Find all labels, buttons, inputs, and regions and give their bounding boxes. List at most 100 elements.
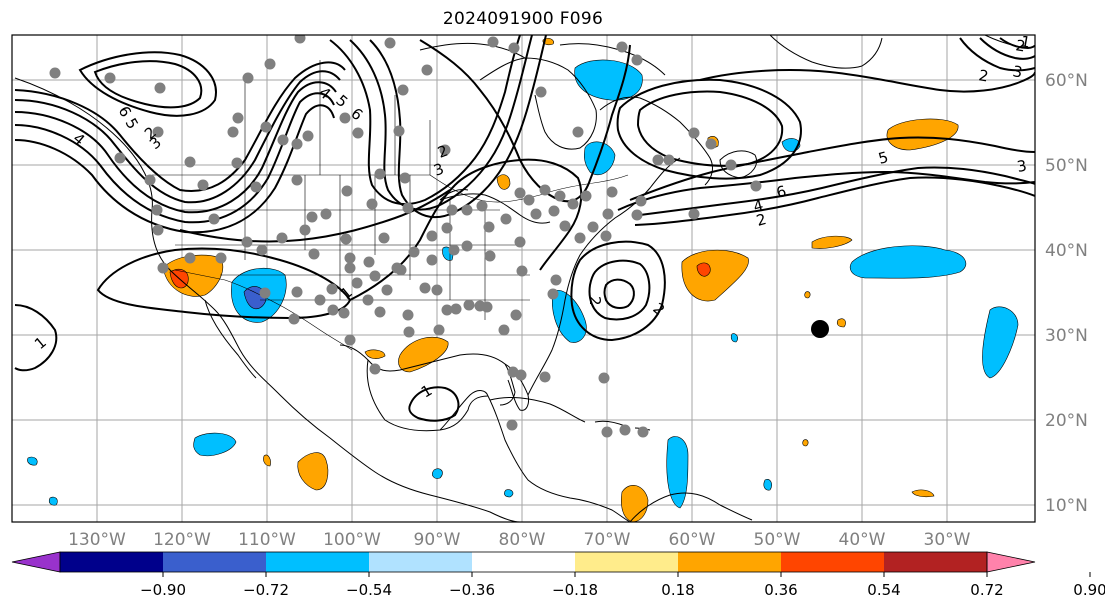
station-dot — [344, 334, 356, 346]
negative-anomaly-small-5 — [763, 479, 772, 491]
contour-north-atlantic-3 — [639, 166, 1035, 216]
contour-mid-2 — [349, 158, 583, 301]
station-dot — [276, 232, 288, 244]
contour-west-3 — [14, 81, 337, 214]
station-dot — [344, 262, 356, 274]
contour-label: 6 — [774, 182, 788, 202]
station-dot — [547, 288, 559, 300]
station-dot — [587, 221, 599, 233]
station-dot — [291, 138, 303, 150]
station-dot — [450, 303, 462, 315]
longitude-label: 130°W — [68, 530, 126, 550]
mexico-gulf-coast — [366, 359, 489, 432]
colorbar-tick-label: 0.72 — [970, 581, 1003, 599]
station-dot — [154, 82, 166, 94]
station-dot — [184, 156, 196, 168]
station-dot — [402, 309, 414, 321]
station-dot — [184, 252, 196, 264]
station-dot — [294, 35, 306, 44]
station-dot — [308, 248, 320, 260]
station-dot — [500, 213, 512, 225]
colorbar-frame — [59, 551, 988, 573]
station-dot — [487, 36, 499, 48]
station-dot — [363, 256, 375, 268]
colorbar: −0.90 −0.72 −0.54 −0.36 −0.18 0.18 0.36 0.54 0.7… — [11, 551, 1105, 599]
contour-north-atlantic-2 — [629, 136, 1035, 201]
contour-upper-right-2 — [979, 37, 1035, 60]
contour-atlantic-loop-3 — [603, 278, 635, 309]
yucatan — [439, 390, 489, 431]
colorbar-tick-label: 0.90 — [1073, 581, 1105, 599]
station-dot — [369, 270, 381, 282]
colorbar-tick-label: −0.54 — [346, 581, 392, 599]
negative-anomaly-small-4 — [432, 468, 443, 479]
station-dot — [381, 284, 393, 296]
station-dot — [215, 252, 227, 264]
station-dot — [397, 84, 409, 96]
contour-atlantic-loop-2 — [588, 259, 651, 321]
greenland — [769, 35, 883, 69]
negative-anomaly-east-coast — [551, 290, 587, 343]
station-dot — [554, 190, 566, 202]
positive-anomaly-small-5 — [804, 291, 811, 299]
station-dot — [49, 67, 61, 79]
station-dot — [510, 309, 522, 321]
map-title: 2024091900 F096 — [442, 9, 604, 29]
negative-anomaly-east-atlantic — [982, 306, 1019, 379]
station-dot — [600, 230, 612, 242]
longitude-label: 30°W — [924, 530, 971, 550]
colorbar-segment — [781, 552, 885, 572]
station-dot — [631, 54, 643, 66]
station-dot — [393, 125, 405, 137]
latitude-label: 20°N — [1045, 411, 1088, 431]
contour-mid-1 — [179, 189, 451, 243]
station-dot — [340, 233, 352, 245]
contour-gulf-loop — [408, 386, 460, 422]
us-mexico-border — [174, 269, 353, 351]
colorbar-tick-label: −0.90 — [140, 581, 186, 599]
positive-anomaly-small-1 — [263, 454, 271, 467]
station-dot — [227, 126, 239, 138]
station-dot — [616, 41, 628, 53]
latitude-label: 10°N — [1045, 496, 1088, 516]
newfoundland — [719, 150, 757, 179]
negative-anomaly-small-1 — [27, 456, 38, 466]
station-dot — [461, 240, 473, 252]
station-dot — [539, 184, 551, 196]
colorbar-tick-label: −0.72 — [243, 581, 289, 599]
station-dot — [606, 186, 618, 198]
longitude-label: 100°W — [323, 530, 381, 550]
station-dot — [299, 224, 311, 236]
station-dot — [567, 198, 579, 210]
contour-north-atlantic-4 — [634, 176, 1035, 226]
station-dot — [384, 37, 396, 49]
colorbar-extend-max — [986, 551, 1036, 573]
station-dot — [320, 208, 332, 220]
positive-anomaly-venezuela — [621, 485, 649, 522]
station-dot — [602, 208, 614, 220]
contour-label: 4 — [751, 196, 765, 216]
station-dot — [439, 144, 451, 156]
station-dot — [598, 372, 610, 384]
contour-label: 2 — [754, 210, 768, 230]
contour-upper-loop-1 — [78, 51, 217, 117]
station-dot — [152, 224, 164, 236]
station-dot — [114, 152, 126, 164]
station-dot — [688, 208, 700, 220]
station-dot — [515, 369, 527, 381]
station-dot — [580, 190, 592, 202]
latitude-labels: 60°N 50°N 40°N 30°N 20°N 10°N — [1045, 71, 1088, 516]
station-dot — [441, 222, 453, 234]
station-dot — [539, 371, 551, 383]
colorbar-tick-label: −0.36 — [449, 581, 495, 599]
station-dot — [688, 127, 700, 139]
contour-west-2 — [14, 70, 341, 204]
hispaniola — [594, 420, 626, 427]
colorbar-segment — [678, 552, 782, 572]
contour-loop-labrador — [616, 78, 802, 180]
station-markers — [49, 35, 762, 438]
positive-anomaly-small-3 — [836, 318, 846, 328]
station-dot — [508, 42, 520, 54]
cuba — [489, 396, 586, 423]
station-dot — [369, 363, 381, 375]
